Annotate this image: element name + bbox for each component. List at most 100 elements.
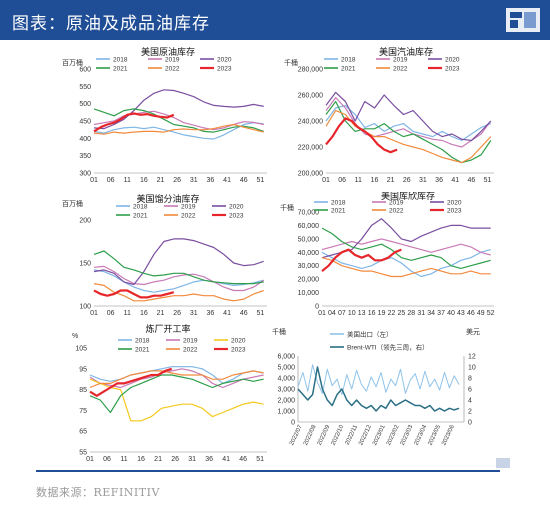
legend-entry: 2019	[389, 200, 404, 207]
legend-entry: 2022	[389, 208, 404, 215]
x-tick-label: 2022/07	[289, 424, 304, 447]
legend-entry: 2018	[113, 57, 128, 64]
y-tick-label: 65	[79, 429, 87, 436]
series-line-2020	[93, 238, 264, 286]
x-tick-label: 01	[90, 177, 98, 184]
x-tick-label: 31	[419, 177, 427, 184]
y-tick-label: 20,000	[298, 277, 320, 284]
x-tick-label: 52	[487, 310, 495, 317]
x-tick-label: 36	[207, 177, 215, 184]
x-tick-label: 13	[358, 310, 366, 317]
x-tick-label: 10	[348, 310, 356, 317]
y-axis-label: 千桶	[272, 327, 286, 336]
x-tick-label: 06	[103, 456, 111, 463]
chart-title: 美国库欣库存	[381, 192, 435, 201]
x-tick-label: 31	[417, 310, 425, 317]
series-line-2019	[93, 110, 264, 131]
y-tick-label: 600	[79, 67, 91, 74]
series-line-2021	[321, 227, 491, 269]
legend-entry: 2020	[229, 204, 244, 211]
series-line-2023	[93, 112, 175, 133]
refinery-utilization-chart: 炼厂开工率% 55 65 75 85 95 105 01 06 11 16 21 26 31 36 41 46 5…	[72, 323, 267, 463]
x-tick-label: 07	[338, 310, 346, 317]
x-tick-label: 11	[124, 310, 131, 317]
x-tick-label: 01	[322, 177, 330, 184]
y-tick-label: 280,000	[298, 67, 323, 74]
legend-entry: 2018	[331, 200, 346, 207]
y-tick-label: 550	[79, 84, 91, 91]
series-line-2020	[325, 91, 492, 142]
y-tick-label: 500	[79, 101, 91, 108]
x-tick-label: 01	[86, 456, 94, 463]
x-tick-label: 25	[397, 310, 405, 317]
series-line-2018	[321, 249, 491, 278]
x-tick-label: 06	[107, 177, 115, 184]
y2-tick-label: 4	[468, 398, 472, 405]
x-tick-label: 01	[318, 310, 326, 317]
x-tick-label: 40	[447, 310, 455, 317]
chart-title: 炼厂开工率	[145, 323, 190, 334]
x-tick-label: 11	[355, 177, 362, 184]
brand-logo-icon	[506, 8, 540, 32]
y-tick-label: 200,000	[298, 171, 323, 178]
legend-entry: 2022	[165, 66, 180, 73]
x-tick-label: 46	[240, 310, 248, 317]
legend-entry: 2018	[133, 204, 148, 211]
y-tick-label: 75	[79, 408, 87, 415]
y2-tick-label: 12	[468, 354, 476, 361]
series-line-Brent-WTI（领先三周，右）	[297, 366, 460, 412]
x-tick-label: 16	[137, 456, 145, 463]
x-tick-label: 2023/01	[372, 424, 387, 447]
legend-entry: 2022	[393, 66, 408, 73]
x-tick-label: 16	[371, 177, 379, 184]
legend-entry: 2023	[217, 66, 232, 73]
x-tick-label: 21	[157, 177, 165, 184]
legend-entry: 2023	[445, 66, 460, 73]
x-tick-label: 46	[467, 310, 475, 317]
y-tick-label: 40,000	[298, 250, 320, 257]
x-tick-label: 31	[190, 177, 198, 184]
x-tick-label: 16	[368, 310, 376, 317]
x-tick-label: 26	[173, 177, 181, 184]
y-tick-label: 100	[79, 304, 91, 311]
y-tick-label: 10,000	[298, 290, 320, 297]
x-tick-label: 2022/12	[358, 424, 373, 447]
x-tick-label: 46	[239, 456, 247, 463]
y2-tick-label: 0	[468, 420, 472, 427]
us-export-brent-wti-chart: 千桶 0 1,000 2,000 3,000 4,000 5,000 6,000 2022/07…	[272, 327, 480, 447]
legend-entry: 2020	[217, 57, 232, 64]
x-tick-label: 2023/03	[400, 424, 415, 447]
series-line-2022	[93, 123, 264, 135]
legend-entry: 2021	[133, 213, 148, 220]
legend-entry: Brent-WTI（领先三周，右）	[347, 343, 429, 352]
y-tick-label: 1,000	[277, 409, 295, 416]
legend-entry: 2019	[181, 204, 196, 211]
x-tick-label: 36	[205, 456, 213, 463]
legend-entry: 2018	[135, 338, 150, 345]
x-tick-label: 36	[435, 177, 443, 184]
y-tick-label: 0	[291, 420, 295, 427]
chart-title: 美国馏分油库存	[136, 193, 199, 204]
y-axis-label: 千桶	[280, 203, 294, 212]
footer-divider	[36, 470, 500, 472]
y-tick-label: 4,000	[277, 376, 295, 383]
x-tick-label: 19	[378, 310, 386, 317]
series-line-2018	[93, 122, 264, 140]
series-line-2020	[89, 378, 264, 422]
y-tick-label: 30,000	[298, 263, 320, 270]
legend-entry: 2021	[341, 66, 356, 73]
series-line-2020	[93, 89, 264, 130]
legend-entry: 2019	[393, 57, 408, 64]
header-banner: 图表：原油及成品油库存	[0, 0, 550, 40]
series-line-2022	[89, 370, 264, 389]
y-tick-label: 240,000	[298, 119, 323, 126]
x-tick-label: 21	[157, 310, 165, 317]
x-tick-label: 31	[190, 310, 198, 317]
series-line-2022	[321, 257, 491, 278]
series-line-2023	[93, 289, 175, 299]
x-tick-label: 51	[256, 456, 264, 463]
x-tick-label: 51	[256, 177, 264, 184]
x-tick-label: 49	[477, 310, 485, 317]
